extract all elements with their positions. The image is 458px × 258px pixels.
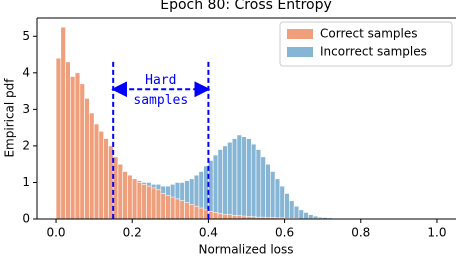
y-tick-label: 5 (22, 29, 30, 43)
bar (198, 207, 204, 220)
bar (265, 163, 271, 220)
bar (117, 163, 124, 220)
bar (179, 200, 185, 220)
bar (212, 212, 219, 220)
bar (227, 214, 233, 220)
x-axis-label: Normalized loss (198, 243, 293, 257)
bar (146, 185, 152, 220)
legend-swatch (287, 29, 313, 39)
bar (160, 193, 166, 220)
bar (255, 149, 262, 220)
bar (55, 57, 62, 220)
bar (222, 145, 228, 220)
bar (98, 130, 104, 220)
x-tick-label: 0.2 (123, 226, 142, 240)
bar (74, 72, 81, 220)
bar (70, 76, 76, 220)
y-tick-label: 1 (22, 175, 30, 189)
bar (189, 204, 195, 220)
bar (103, 138, 109, 220)
bar (84, 98, 90, 220)
bar (217, 149, 223, 220)
bar (289, 200, 295, 220)
annotation-text: samples (133, 93, 188, 108)
bar (293, 205, 300, 220)
annotation-text: Hard (145, 73, 176, 88)
bar (241, 136, 247, 220)
x-tick-label: 0.4 (199, 226, 218, 240)
y-tick-label: 3 (22, 102, 30, 116)
y-tick-label: 0 (22, 212, 30, 226)
chart-title: Epoch 80: Cross Entropy (160, 0, 332, 13)
bar (131, 178, 138, 220)
bar (246, 138, 252, 220)
bar (279, 185, 285, 220)
bar (122, 171, 128, 220)
bar (93, 123, 100, 220)
legend-label: Correct samples (320, 27, 418, 41)
bar (184, 202, 190, 220)
bar (231, 215, 238, 220)
bar (150, 187, 157, 220)
bar (170, 196, 176, 220)
bar (303, 212, 309, 220)
bar (79, 83, 85, 220)
bar (127, 174, 133, 220)
legend-label: Incorrect samples (320, 45, 427, 59)
bar (284, 193, 290, 220)
bar (165, 194, 171, 220)
bar (89, 112, 95, 220)
bar (250, 143, 257, 220)
bar (298, 209, 304, 220)
y-tick-label: 2 (22, 138, 30, 152)
bar (227, 141, 233, 220)
bar (136, 182, 143, 220)
x-tick-label: 0.6 (275, 226, 294, 240)
legend-swatch (287, 47, 313, 57)
bar (193, 205, 200, 220)
bar (155, 189, 162, 220)
bar (236, 134, 243, 220)
legend-box (279, 21, 453, 67)
bar (270, 171, 276, 220)
y-tick-label: 4 (22, 65, 30, 79)
bar (141, 183, 147, 220)
bar (174, 198, 181, 220)
bar (222, 213, 228, 220)
bar (260, 156, 266, 220)
bar (231, 138, 238, 220)
x-tick-label: 0.0 (46, 226, 65, 240)
bar (60, 26, 66, 220)
y-axis-label: Empirical pdf (3, 78, 17, 158)
bar (274, 178, 281, 220)
bar (212, 154, 219, 220)
bar (217, 213, 223, 220)
x-tick-label: 1.0 (427, 226, 446, 240)
bar (65, 61, 71, 220)
x-tick-label: 0.8 (351, 226, 370, 240)
